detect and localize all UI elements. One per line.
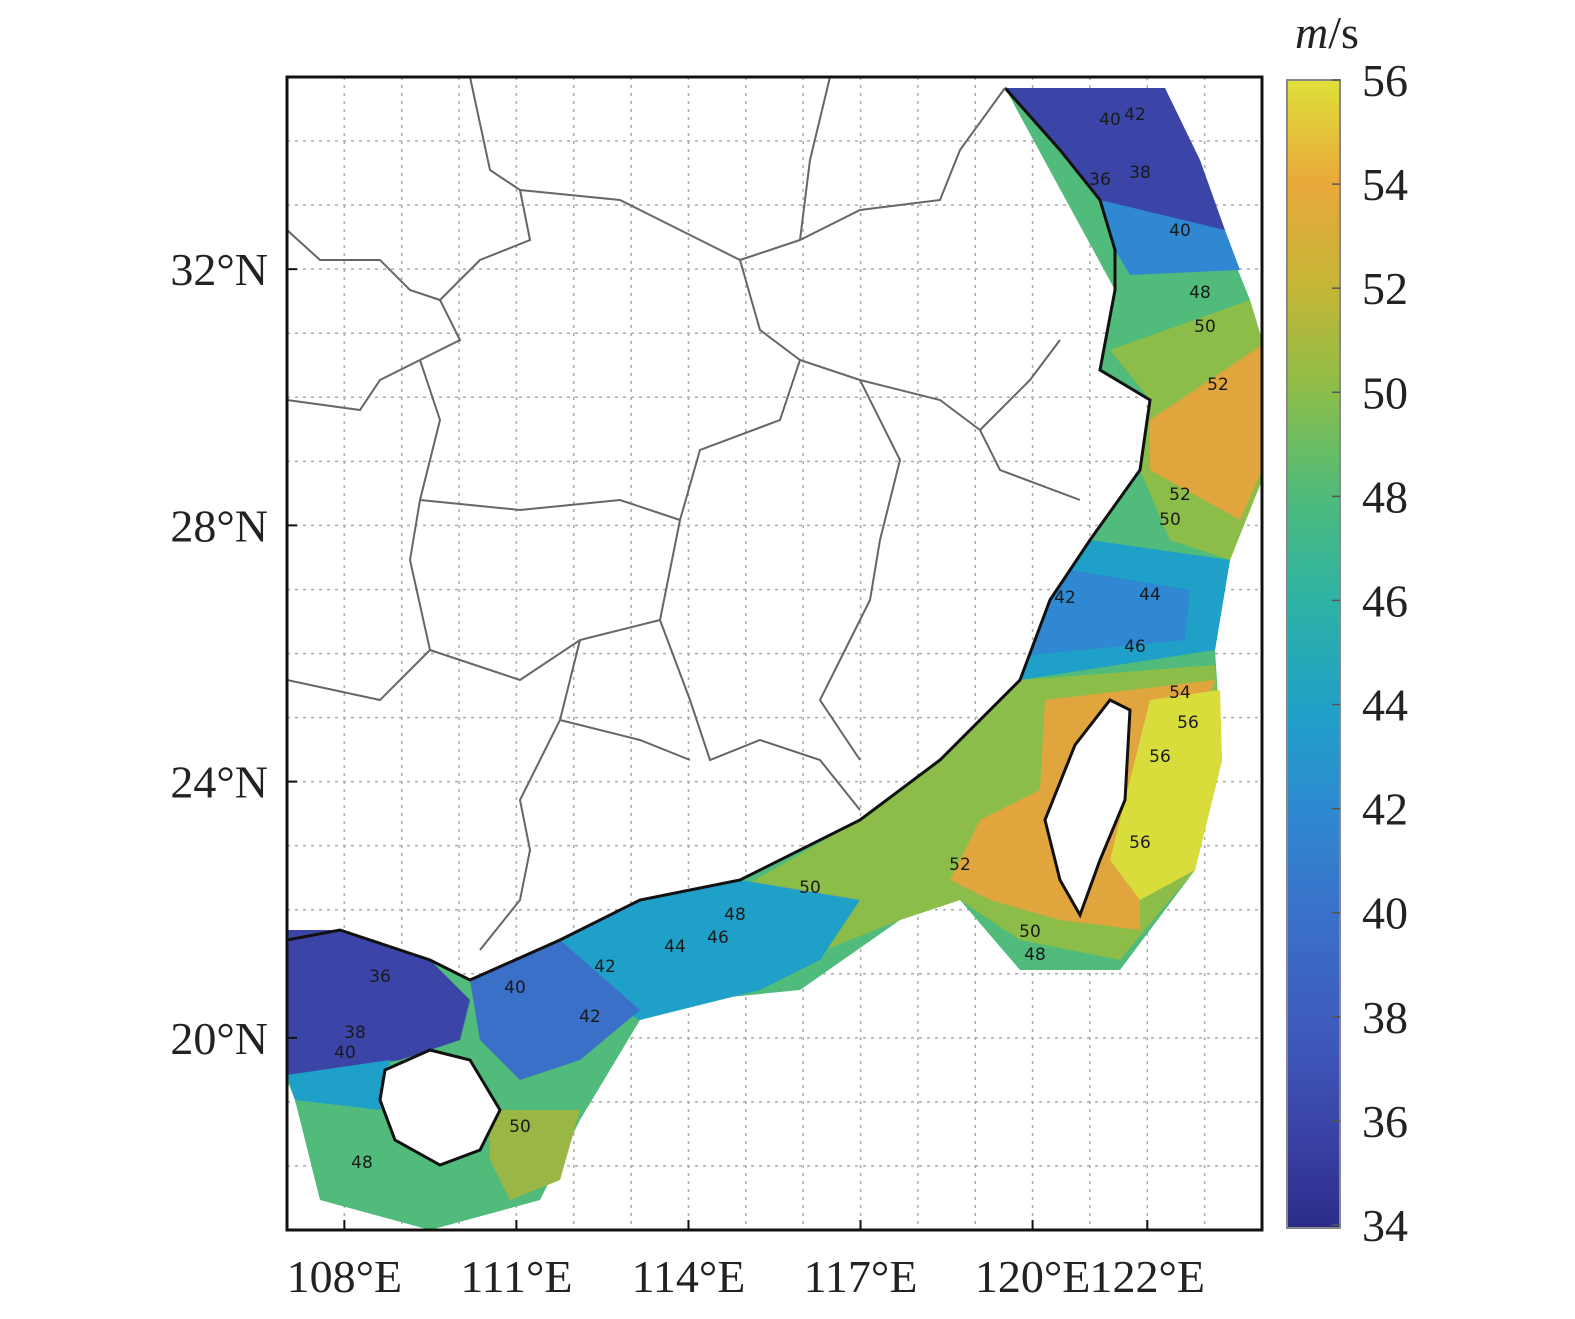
contour-label: 50 — [1159, 510, 1181, 530]
y-tick-label: 20°N — [170, 1013, 268, 1064]
contour-label: 40 — [1099, 110, 1121, 130]
ocean-48 — [287, 88, 1262, 1230]
x-tick-label: 122°E — [1090, 1251, 1206, 1302]
contour-label: 48 — [351, 1153, 373, 1173]
contour-label: 40 — [334, 1043, 356, 1063]
contour-label: 52 — [949, 855, 971, 875]
colorbar — [1286, 79, 1341, 1229]
contour-label: 48 — [724, 905, 746, 925]
contour-label: 50 — [1194, 317, 1216, 337]
contour-label: 36 — [369, 967, 391, 987]
colorbar-tick-label: 38 — [1362, 992, 1408, 1043]
ocean-36 — [287, 930, 470, 1080]
contour-label: 40 — [1169, 221, 1191, 241]
map-area — [287, 77, 1262, 1230]
ocean-42 — [1100, 200, 1240, 275]
contour-label: 42 — [594, 957, 616, 977]
contour-label: 56 — [1149, 747, 1171, 767]
x-tick-label: 120°E — [975, 1251, 1091, 1302]
unit-italic: m — [1295, 7, 1328, 58]
contour-label: 44 — [664, 937, 686, 957]
contour-label: 52 — [1169, 485, 1191, 505]
colorbar-tick-label: 52 — [1362, 263, 1408, 314]
x-tick-label: 108°E — [287, 1251, 403, 1302]
y-tick-label: 24°N — [170, 757, 268, 808]
contour-label: 38 — [1129, 163, 1151, 183]
colorbar-tick-label: 42 — [1362, 784, 1408, 835]
colorbar-tick-label: 48 — [1362, 471, 1408, 522]
contour-label: 50 — [509, 1117, 531, 1137]
plot-frame — [285, 75, 1264, 1232]
colorbar-tick-label: 54 — [1362, 159, 1408, 210]
contour-label: 56 — [1129, 833, 1151, 853]
contour-label: 56 — [1177, 713, 1199, 733]
colorbar-unit: m/s — [1295, 7, 1359, 58]
ocean-50c — [490, 1110, 580, 1200]
contour-label: 42 — [579, 1007, 601, 1027]
x-tick-label: 111°E — [460, 1251, 572, 1302]
colorbar-tick-label: 34 — [1362, 1200, 1408, 1251]
ocean-40 — [470, 940, 640, 1080]
ocean-44c — [287, 1060, 390, 1110]
colorbar-tick-label: 46 — [1362, 575, 1408, 626]
contour-label: 54 — [1169, 683, 1191, 703]
colorbar-tick-label: 36 — [1362, 1096, 1408, 1147]
ocean-52 — [1150, 345, 1262, 520]
x-tick-label: 117°E — [804, 1251, 918, 1302]
colorbar-tick-label: 56 — [1362, 55, 1408, 106]
contour-label: 48 — [1024, 945, 1046, 965]
taiwan — [1043, 698, 1132, 919]
contour-label: 42 — [1124, 105, 1146, 125]
colorbar-tick-label: 44 — [1362, 680, 1408, 731]
contour-label: 48 — [1189, 283, 1211, 303]
colorbar-tick-label: 40 — [1362, 888, 1408, 939]
ocean-42b — [1030, 570, 1190, 655]
ocean-44b — [560, 880, 860, 1020]
coastline — [287, 87, 1152, 982]
contour-label: 36 — [1089, 170, 1111, 190]
unit-rest: /s — [1328, 7, 1359, 58]
hainan — [378, 1048, 502, 1167]
contour-label: 40 — [504, 978, 526, 998]
contour-label: 38 — [344, 1023, 366, 1043]
ocean-56 — [1110, 690, 1222, 900]
y-tick-label: 28°N — [170, 500, 268, 551]
contour-label: 44 — [1139, 585, 1161, 605]
contour-label: 46 — [1124, 637, 1146, 657]
contour-label: 46 — [707, 928, 729, 948]
contour-label: 50 — [1019, 922, 1041, 942]
ocean-38 — [1005, 88, 1225, 240]
x-tick-label: 114°E — [632, 1251, 746, 1302]
contour-label: 42 — [1054, 588, 1076, 608]
contour-label: 52 — [1207, 375, 1229, 395]
y-tick-label: 32°N — [170, 244, 268, 295]
province-borders — [287, 77, 1081, 951]
colorbar-tick-label: 50 — [1362, 367, 1408, 418]
contour-label: 50 — [799, 878, 821, 898]
